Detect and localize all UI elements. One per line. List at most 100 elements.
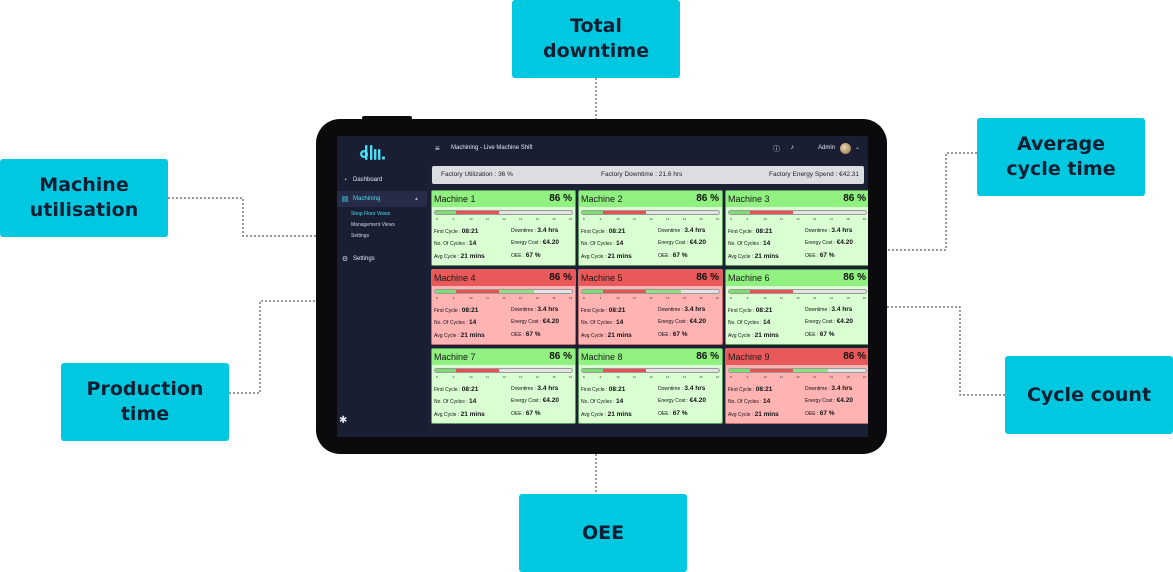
machine-card[interactable]: Machine 2 86 % 8 9 10 11 12 13 14 15 16 First Cycle… <box>578 190 723 266</box>
user-name[interactable]: Admin <box>817 145 835 151</box>
oee: OEE : 67 % <box>805 252 835 259</box>
downtime-value: 3.4 hrs <box>537 385 559 392</box>
energy-cost: Energy Cost : €4.20 <box>511 318 559 325</box>
avg-cycle-value: 21 mins <box>460 253 485 260</box>
app-logo[interactable] <box>359 142 399 164</box>
cycle-count-value: 14 <box>616 240 624 247</box>
sidebar-item-settings-label: Settings <box>353 256 375 262</box>
timeline-segment <box>499 290 534 293</box>
first-cycle: First Cycle : 08:21 <box>728 307 772 314</box>
timeline-tick: 8 <box>436 375 438 379</box>
energy-cost: Energy Cost : €4.20 <box>511 397 559 404</box>
avg-cycle-value: 21 mins <box>460 411 485 418</box>
first-cycle-label: First Cycle : <box>728 229 755 235</box>
timeline-segment <box>749 369 794 372</box>
energy-cost-label: Energy Cost : <box>805 240 836 246</box>
avg-cycle-value: 21 mins <box>754 332 779 339</box>
timeline-tick: 8 <box>583 296 585 300</box>
timeline-tick: 8 <box>583 375 585 379</box>
timeline-tick: 9 <box>599 217 602 221</box>
sidebar-subitem-shop-floor-views[interactable]: Shop Floor Views <box>351 211 391 217</box>
first-cycle-value: 08:21 <box>608 307 626 314</box>
timeline-tick: 11 <box>632 217 636 221</box>
timeline-tick: 12 <box>796 375 800 379</box>
callout-cycle-count: Cycle count <box>1005 356 1173 434</box>
downtime-label: Downtime : <box>511 228 537 234</box>
avg-cycle-label: Avg Cycle : <box>728 333 754 339</box>
first-cycle-value: 08:21 <box>461 386 479 393</box>
oee-value: 67 % <box>819 331 835 338</box>
energy-cost-value: €4.20 <box>836 397 853 404</box>
cycle-count: No. Of Cycles : 14 <box>728 240 770 247</box>
machine-card[interactable]: Machine 3 86 % 8 9 10 11 12 13 14 15 16 First Cycle… <box>725 190 868 266</box>
timeline-ticks: 8 9 10 11 12 13 14 15 16 <box>730 217 866 221</box>
first-cycle: First Cycle : 08:21 <box>728 386 772 393</box>
cycle-count-value: 14 <box>469 398 477 405</box>
first-cycle-value: 08:21 <box>755 228 773 235</box>
bell-icon[interactable]: ♪ <box>790 144 795 151</box>
sidebar-item-dashboard[interactable]: ◔ Dashboard <box>337 172 427 188</box>
machine-utilisation: 86 % <box>696 193 719 204</box>
timeline-tick: 9 <box>452 217 455 221</box>
avg-cycle: Avg Cycle : 21 mins <box>434 411 485 418</box>
production-timeline <box>728 368 867 373</box>
downtime-label: Downtime : <box>511 307 537 313</box>
energy-cost-value: €4.20 <box>836 239 853 246</box>
timeline-tick: 12 <box>649 375 653 379</box>
timeline-tick: 10 <box>469 375 473 379</box>
cycle-count-value: 14 <box>616 319 624 326</box>
machine-card[interactable]: Machine 7 86 % 8 9 10 11 12 13 14 15 16 First Cycle… <box>431 348 576 424</box>
machine-card-header: Machine 4 86 % <box>432 270 575 286</box>
downtime-label: Downtime : <box>658 307 684 313</box>
machine-card[interactable]: Machine 5 86 % 8 9 10 11 12 13 14 15 16 First Cycle… <box>578 269 723 345</box>
machine-name: Machine 6 <box>728 273 770 283</box>
machine-utilisation: 86 % <box>549 272 572 283</box>
timeline-tick: 16 <box>715 296 720 300</box>
menu-icon[interactable]: ≡ <box>435 144 440 153</box>
sidebar-subitem-settings[interactable]: Settings <box>351 233 370 239</box>
energy-cost-label: Energy Cost : <box>658 319 689 325</box>
downtime: Downtime : 3.4 hrs <box>658 227 705 234</box>
avg-cycle-label: Avg Cycle : <box>581 333 607 339</box>
gear-icon: ⚙ <box>341 256 349 263</box>
cycle-count: No. Of Cycles : 14 <box>434 319 476 326</box>
timeline-tick: 12 <box>502 375 506 379</box>
timeline-tick: 13 <box>519 296 523 300</box>
bug-icon[interactable]: ✱ <box>339 415 348 426</box>
first-cycle-value: 08:21 <box>608 386 626 393</box>
timeline-segment <box>646 290 681 293</box>
cycle-count: No. Of Cycles : 14 <box>434 398 476 405</box>
page-title: Machining - Live Machine Shift <box>451 145 533 151</box>
machine-name: Machine 8 <box>581 352 623 362</box>
avatar[interactable] <box>840 143 851 154</box>
machine-card[interactable]: Machine 6 86 % 8 9 10 11 12 13 14 15 16 First Cycle… <box>725 269 868 345</box>
timeline-tick: 9 <box>746 217 749 221</box>
timeline-tick: 14 <box>682 375 686 379</box>
machine-card-header: Machine 6 86 % <box>726 270 868 286</box>
info-icon[interactable]: ⓘ <box>773 146 780 153</box>
timeline-tick: 11 <box>779 375 783 379</box>
downtime-value: 3.4 hrs <box>831 306 853 313</box>
sidebar-item-settings[interactable]: ⚙ Settings <box>337 251 427 267</box>
factory-stats-bar: Factory Utilization : 36 % Factory Downt… <box>432 166 864 184</box>
timeline-tick: 11 <box>485 217 489 221</box>
sidebar-subitem-management-views[interactable]: Management Views <box>351 222 395 228</box>
cycle-count-label: No. Of Cycles : <box>728 320 762 326</box>
timeline-ticks: 8 9 10 11 12 13 14 15 16 <box>436 217 572 221</box>
machine-card[interactable]: Machine 9 86 % 8 9 10 11 12 13 14 15 16 First Cycle… <box>725 348 868 424</box>
energy-cost-value: €4.20 <box>542 239 559 246</box>
machine-card[interactable]: Machine 1 86 % 8 9 10 11 12 13 14 15 16 First Cycle… <box>431 190 576 266</box>
timeline-tick: 12 <box>502 217 506 221</box>
first-cycle-label: First Cycle : <box>434 229 461 235</box>
machine-card[interactable]: Machine 4 86 % 8 9 10 11 12 13 14 15 16 First Cycle… <box>431 269 576 345</box>
timeline-tick: 15 <box>846 375 850 379</box>
sidebar-item-machining[interactable]: ▤ Machining ▲ <box>337 191 427 207</box>
energy-cost: Energy Cost : €4.20 <box>805 239 853 246</box>
chevron-down-icon[interactable]: ⌄ <box>854 145 860 151</box>
timeline-tick: 8 <box>730 375 732 379</box>
downtime-label: Downtime : <box>805 228 831 234</box>
machine-card-header: Machine 5 86 % <box>579 270 722 286</box>
timeline-tick: 16 <box>862 375 867 379</box>
timeline-tick: 14 <box>535 296 539 300</box>
machine-card[interactable]: Machine 8 86 % 8 9 10 11 12 13 14 15 16 First Cycle… <box>578 348 723 424</box>
